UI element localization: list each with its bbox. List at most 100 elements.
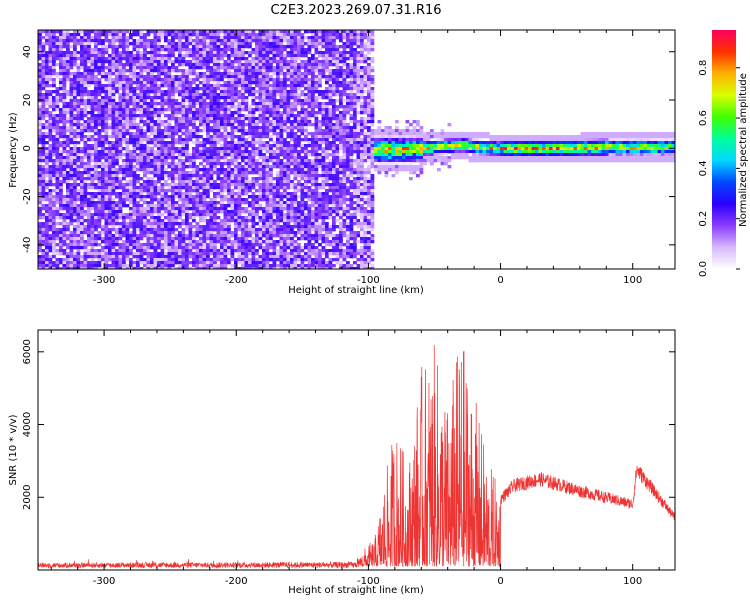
heatmap-cell [118,252,123,256]
heatmap-cell [195,246,200,250]
heatmap-cell [164,198,168,202]
heatmap-cell [279,138,284,142]
heatmap-cell [269,240,273,244]
heatmap-cell [167,183,172,187]
heatmap-cell [108,75,112,79]
heatmap-cell [258,228,263,232]
heatmap-cell [213,180,217,184]
heatmap-cell [181,132,186,136]
heatmap-cell [55,72,60,76]
heatmap-cell [48,45,53,49]
heatmap-cell [199,156,203,160]
heatmap-cell [94,225,98,229]
heatmap-cell [167,249,172,253]
heatmap-cell [87,207,91,211]
heatmap-cell [199,93,203,97]
heatmap-cell [38,48,42,52]
heatmap-cell [213,147,217,151]
heatmap-cell [206,48,210,52]
heatmap-cell [209,210,214,214]
heatmap-cell [118,120,123,124]
heatmap-cell [48,201,53,205]
heatmap-cell [125,186,130,190]
heatmap-cell [213,240,217,244]
heatmap-cell [125,189,130,193]
heatmap-cell [97,39,102,43]
heatmap-cell [202,207,207,211]
heatmap-cell [111,141,116,145]
heatmap-cell [150,39,154,43]
heatmap-cell [262,192,266,196]
heatmap-cell [237,225,242,229]
heatmap-cell [272,99,277,103]
heatmap-cell [265,198,270,202]
heatmap-cell [55,135,60,139]
heatmap-cell [269,135,273,139]
heatmap-cell [185,198,189,202]
heatmap-cell [101,147,105,151]
heatmap-cell [276,219,280,223]
heatmap-cell [171,117,175,121]
heatmap-cell [223,177,228,181]
heatmap-cell [59,126,63,130]
heatmap-cell [157,153,161,157]
heatmap-cell [125,252,130,256]
heatmap-cell [136,234,140,238]
heatmap-cell [55,156,60,160]
heatmap-cell [122,42,126,46]
heatmap-cell [146,159,151,163]
heatmap-cell [62,243,67,247]
heatmap-cell [115,60,119,64]
heatmap-cell [220,189,224,193]
heatmap-cell [76,252,81,256]
heatmap-cell [213,60,217,64]
heatmap-cell [269,234,273,238]
heatmap-cell [241,249,245,253]
heatmap-cell [111,108,116,112]
heatmap-cell [227,72,231,76]
heatmap-cell [195,192,200,196]
heatmap-cell [248,267,252,269]
heatmap-cell [241,102,245,106]
heatmap-cell [181,126,186,130]
heatmap-cell [125,111,130,115]
heatmap-cell [164,78,168,82]
heatmap-cell [248,36,252,40]
heatmap-cell [41,135,46,139]
heatmap-cell [108,141,112,145]
heatmap-cell [146,90,151,94]
heatmap-cell [97,138,102,142]
heatmap-cell [248,189,252,193]
heatmap-cell [279,255,284,259]
heatmap-cell [45,153,49,157]
heatmap-cell [251,111,256,115]
heatmap-cell [178,45,182,49]
heatmap-cell [48,63,53,67]
heatmap-cell [276,234,280,238]
heatmap-cell [279,150,284,154]
heatmap-cell [80,96,84,100]
heatmap-cell [125,102,130,106]
heatmap-cell [118,72,123,76]
heatmap-cell [164,48,168,52]
heatmap-cell [178,117,182,121]
heatmap-cell [111,249,116,253]
heatmap-cell [174,174,179,178]
heatmap-cell [223,243,228,247]
heatmap-cell [129,261,133,265]
heatmap-cell [97,150,102,154]
heatmap-cell [199,96,203,100]
heatmap-cell [185,213,189,217]
heatmap-cell [202,201,207,205]
heatmap-cell [213,237,217,241]
heatmap-cell [97,48,102,52]
heatmap-cell [279,72,284,76]
heatmap-cell [241,147,245,151]
heatmap-cell [73,168,77,172]
heatmap-cell [69,132,74,136]
heatmap-cell [41,174,46,178]
heatmap-cell [122,147,126,151]
heatmap-cell [104,99,109,103]
heatmap-cell [262,264,266,268]
heatmap-cell [255,60,259,64]
